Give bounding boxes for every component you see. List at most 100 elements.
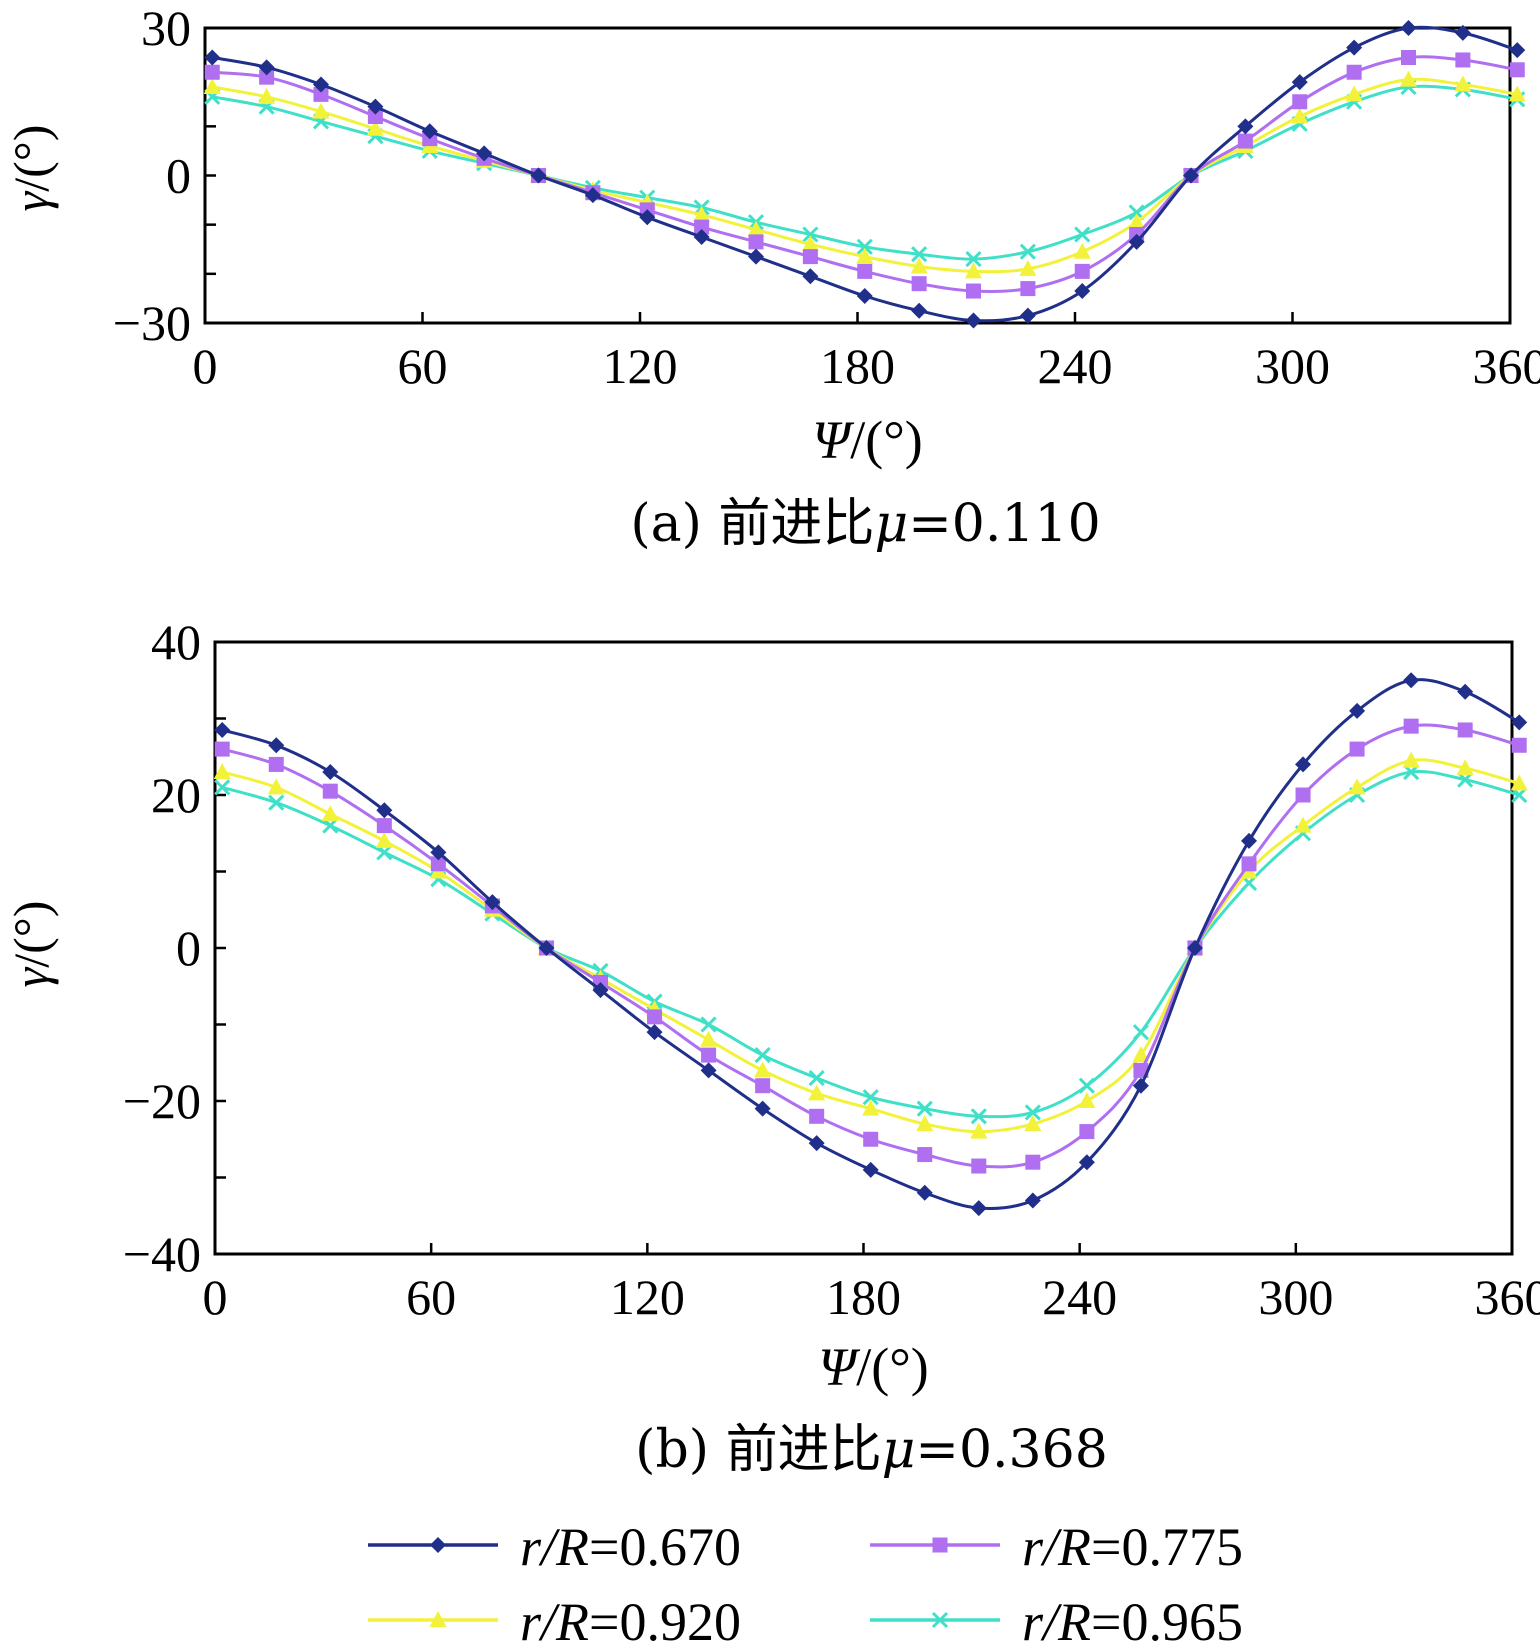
legend-label-value: =0.920 bbox=[589, 1592, 741, 1645]
data-point bbox=[747, 220, 765, 237]
data-point bbox=[375, 831, 393, 848]
data-point bbox=[646, 1024, 663, 1041]
data-point bbox=[1024, 1114, 1042, 1131]
data-point bbox=[1079, 1124, 1095, 1140]
data-point bbox=[322, 783, 338, 799]
data-point bbox=[911, 302, 928, 319]
data-point bbox=[862, 1089, 879, 1106]
data-point bbox=[538, 940, 555, 956]
data-point bbox=[1348, 778, 1366, 795]
data-point bbox=[1291, 107, 1309, 124]
data-point bbox=[1511, 714, 1528, 731]
data-point bbox=[430, 844, 447, 861]
data-point bbox=[700, 1016, 717, 1033]
data-point bbox=[754, 1047, 771, 1064]
x-axis-label: Ψ/(°) bbox=[812, 410, 923, 470]
data-point bbox=[910, 257, 928, 274]
data-point bbox=[592, 982, 609, 999]
legend-label-var: r/R bbox=[520, 1592, 589, 1645]
data-point bbox=[530, 167, 547, 184]
data-point bbox=[965, 251, 982, 268]
legend-label-value: =0.670 bbox=[589, 1517, 741, 1577]
data-point bbox=[258, 59, 275, 76]
x-tick-label: 180 bbox=[826, 1269, 901, 1325]
y-tick-label: 0 bbox=[176, 920, 201, 976]
data-point bbox=[376, 802, 393, 819]
y-axis-unit: /(°) bbox=[3, 125, 59, 192]
x-tick-label: 120 bbox=[610, 1269, 685, 1325]
data-point bbox=[1132, 1046, 1150, 1063]
legend-item-r-R-0-965: r/R=0.965 bbox=[870, 1592, 1243, 1645]
data-point bbox=[1078, 1077, 1095, 1094]
data-point bbox=[1345, 85, 1363, 102]
x-axis-symbol: Ψ bbox=[818, 1337, 861, 1397]
x-tick-label: 360 bbox=[1475, 1269, 1540, 1325]
legend-marker bbox=[931, 1611, 949, 1629]
x-tick-label: 240 bbox=[1042, 1269, 1117, 1325]
legend-label-var: r/R bbox=[1022, 1517, 1091, 1577]
y-axis-unit: /(°) bbox=[3, 901, 59, 968]
data-point bbox=[214, 779, 231, 796]
data-point bbox=[258, 87, 276, 104]
panel-caption: (b) 前进比μ=0.368 bbox=[635, 1420, 1108, 1480]
data-point bbox=[213, 763, 231, 780]
data-point bbox=[911, 276, 927, 292]
data-point bbox=[1019, 307, 1036, 324]
data-point bbox=[1509, 42, 1526, 59]
data-point bbox=[1295, 756, 1312, 773]
data-point bbox=[1019, 243, 1036, 260]
data-point bbox=[862, 1161, 879, 1178]
data-point bbox=[1346, 39, 1363, 56]
data-point bbox=[1078, 1092, 1096, 1108]
data-point bbox=[748, 248, 764, 265]
data-point bbox=[916, 1100, 933, 1117]
data-point bbox=[965, 312, 982, 329]
x-tick-label: 0 bbox=[193, 338, 218, 394]
data-point bbox=[1183, 167, 1199, 184]
data-point bbox=[1237, 133, 1253, 149]
data-point bbox=[1400, 70, 1417, 87]
series-line bbox=[221, 678, 1520, 1211]
data-point bbox=[1078, 1154, 1095, 1171]
data-point bbox=[1457, 722, 1473, 738]
y-tick-label: −30 bbox=[113, 295, 191, 351]
data-point bbox=[321, 805, 339, 822]
data-point bbox=[267, 778, 285, 795]
data-point bbox=[856, 247, 874, 264]
data-point bbox=[1025, 1154, 1041, 1170]
data-point bbox=[268, 756, 284, 772]
data-point bbox=[484, 894, 501, 911]
data-point bbox=[965, 262, 982, 279]
series-line bbox=[212, 77, 1518, 274]
y-tick-label: 20 bbox=[151, 767, 201, 823]
data-point bbox=[916, 1184, 933, 1201]
legend-item-r-R-0-670: r/R=0.670 bbox=[368, 1517, 741, 1577]
data-point bbox=[1400, 20, 1417, 36]
data-point bbox=[1237, 118, 1254, 135]
data-point bbox=[1457, 683, 1474, 700]
data-point bbox=[313, 86, 329, 102]
data-point bbox=[808, 1084, 826, 1101]
data-point bbox=[259, 69, 275, 85]
data-point bbox=[647, 1009, 663, 1025]
data-point bbox=[700, 1062, 717, 1079]
data-point bbox=[857, 263, 873, 279]
data-point bbox=[204, 64, 220, 80]
data-point bbox=[1455, 52, 1471, 68]
data-point bbox=[1510, 774, 1528, 791]
data-point bbox=[203, 78, 221, 94]
data-point bbox=[1403, 672, 1420, 689]
x-tick-label: 300 bbox=[1255, 338, 1330, 394]
data-point bbox=[322, 764, 339, 781]
data-point bbox=[694, 219, 710, 235]
series-r-R-0-670 bbox=[204, 20, 1526, 329]
series-line bbox=[212, 84, 1518, 261]
x-tick-label: 120 bbox=[603, 338, 678, 394]
caption-value: =0.368 bbox=[915, 1420, 1107, 1480]
data-point bbox=[966, 283, 981, 299]
data-point bbox=[1509, 62, 1525, 78]
data-point bbox=[1456, 759, 1474, 776]
